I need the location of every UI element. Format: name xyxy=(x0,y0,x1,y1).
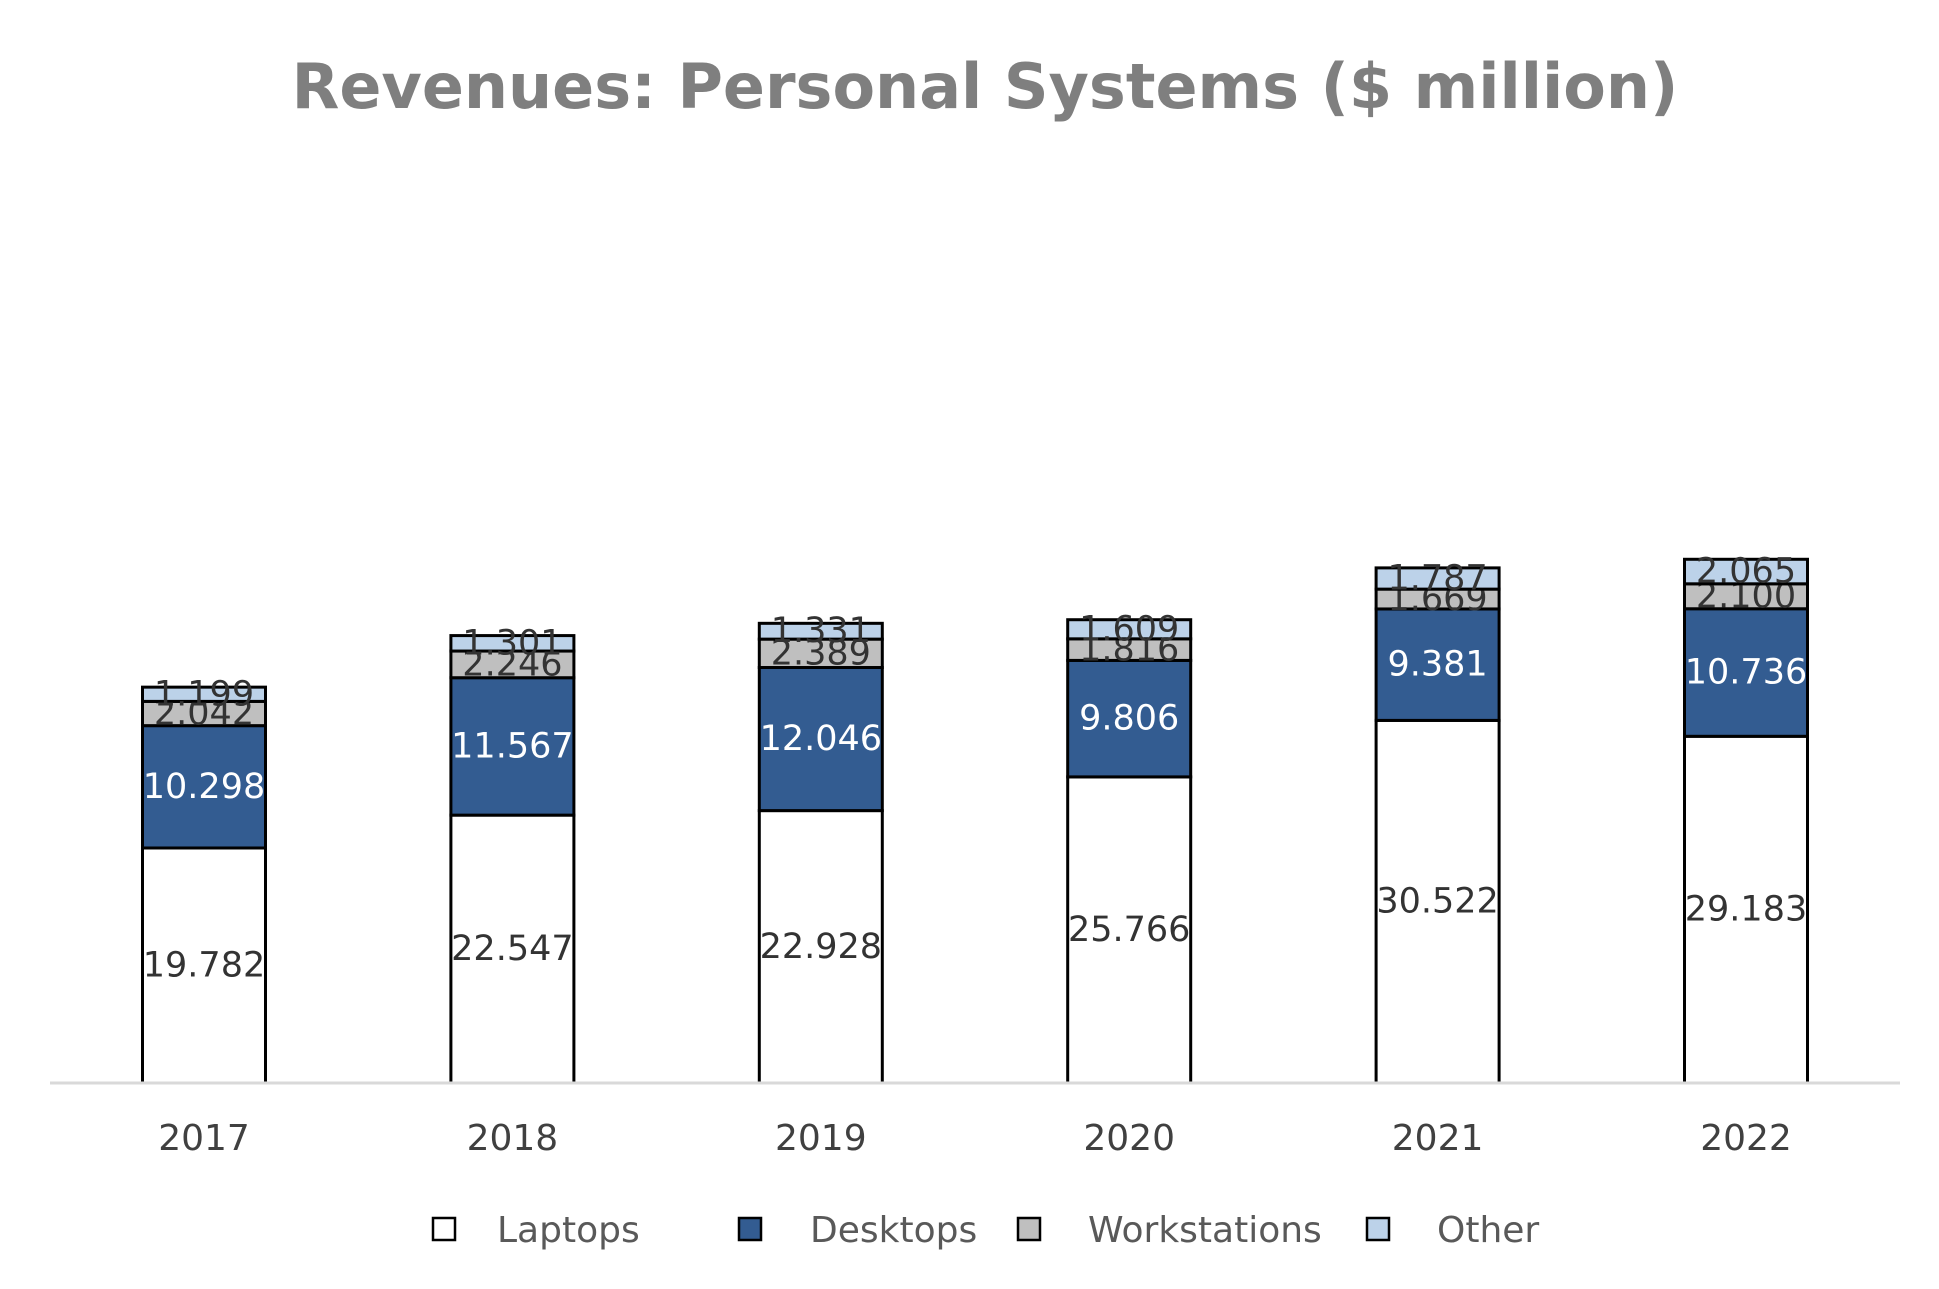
legend-label-desktops: Desktops xyxy=(810,1210,977,1251)
data-label-other-2020: 1.609 xyxy=(1079,609,1179,649)
bar-laptops-2022 xyxy=(1683,734,1809,1085)
bar-other-2022 xyxy=(1683,557,1809,586)
legend-item-desktops: Desktops xyxy=(737,1210,977,1251)
legend-swatch-other xyxy=(1365,1216,1391,1242)
data-label-other-2018: 1.301 xyxy=(462,623,562,663)
x-tick-label-2020: 2020 xyxy=(1083,1118,1175,1159)
x-tick-label-2022: 2022 xyxy=(1700,1118,1792,1159)
data-label-other-2017: 1.199 xyxy=(154,674,254,714)
legend-swatch-workstations xyxy=(1016,1216,1042,1242)
legend-swatch-laptops xyxy=(431,1216,457,1242)
data-label-laptops-2021: 30.522 xyxy=(1376,882,1498,922)
bar-desktops-2019 xyxy=(757,666,884,813)
data-label-other-2022: 2.065 xyxy=(1696,552,1796,592)
bar-other-2021 xyxy=(1374,566,1501,591)
bar-desktops-2021 xyxy=(1374,607,1501,722)
data-label-other-2019: 1.331 xyxy=(771,611,871,651)
data-label-laptops-2022: 29.183 xyxy=(1685,890,1807,930)
bar-other-2017 xyxy=(141,685,267,703)
bar-desktops-2017 xyxy=(141,724,267,850)
legend-label-workstations: Workstations xyxy=(1088,1210,1322,1251)
data-label-desktops-2022: 10.736 xyxy=(1685,653,1807,693)
data-label-desktops-2019: 12.046 xyxy=(760,719,882,759)
bar-workstations-2018 xyxy=(449,649,576,680)
legend-label-other: Other xyxy=(1437,1210,1539,1251)
legend-item-workstations: Workstations xyxy=(1016,1210,1322,1251)
x-tick-label-2021: 2021 xyxy=(1392,1118,1484,1159)
bar-desktops-2018 xyxy=(449,676,576,817)
data-label-laptops-2017: 19.782 xyxy=(143,945,265,985)
data-label-laptops-2020: 25.766 xyxy=(1068,910,1190,950)
data-label-desktops-2020: 9.806 xyxy=(1079,699,1179,739)
x-tick-label-2018: 2018 xyxy=(467,1118,559,1159)
x-axis-ticks: 2017 2018 2019 2020 2021 2022 xyxy=(158,1118,1792,1159)
bar-laptops-2019 xyxy=(757,809,884,1085)
bars-layer: 19.78210.2982.0421.19922.54711.5672.2461… xyxy=(141,552,1809,1085)
legend-swatch-desktops xyxy=(737,1216,763,1242)
bar-other-2020 xyxy=(1066,618,1193,641)
legend-item-other: Other xyxy=(1365,1210,1539,1251)
chart-title: Revenues: Personal Systems ($ million) xyxy=(292,50,1679,123)
bar-desktops-2020 xyxy=(1066,658,1193,779)
x-tick-label-2017: 2017 xyxy=(158,1118,250,1159)
bar-laptops-2021 xyxy=(1374,718,1501,1085)
bar-laptops-2017 xyxy=(141,846,267,1085)
bar-workstations-2022 xyxy=(1683,582,1809,611)
bar-other-2019 xyxy=(757,621,884,641)
legend-label-laptops: Laptops xyxy=(497,1210,640,1251)
data-label-desktops-2021: 9.381 xyxy=(1387,645,1487,685)
bar-laptops-2020 xyxy=(1066,775,1193,1085)
legend: Laptops Desktops Workstations Other xyxy=(431,1210,1539,1251)
data-label-laptops-2019: 22.928 xyxy=(760,927,882,967)
bar-other-2018 xyxy=(449,634,576,653)
data-label-laptops-2018: 22.547 xyxy=(451,929,573,969)
data-label-other-2021: 1.787 xyxy=(1387,559,1487,599)
legend-item-laptops: Laptops xyxy=(431,1210,640,1251)
x-tick-label-2019: 2019 xyxy=(775,1118,867,1159)
data-label-desktops-2017: 10.298 xyxy=(143,767,265,807)
data-label-desktops-2018: 11.567 xyxy=(451,726,573,766)
